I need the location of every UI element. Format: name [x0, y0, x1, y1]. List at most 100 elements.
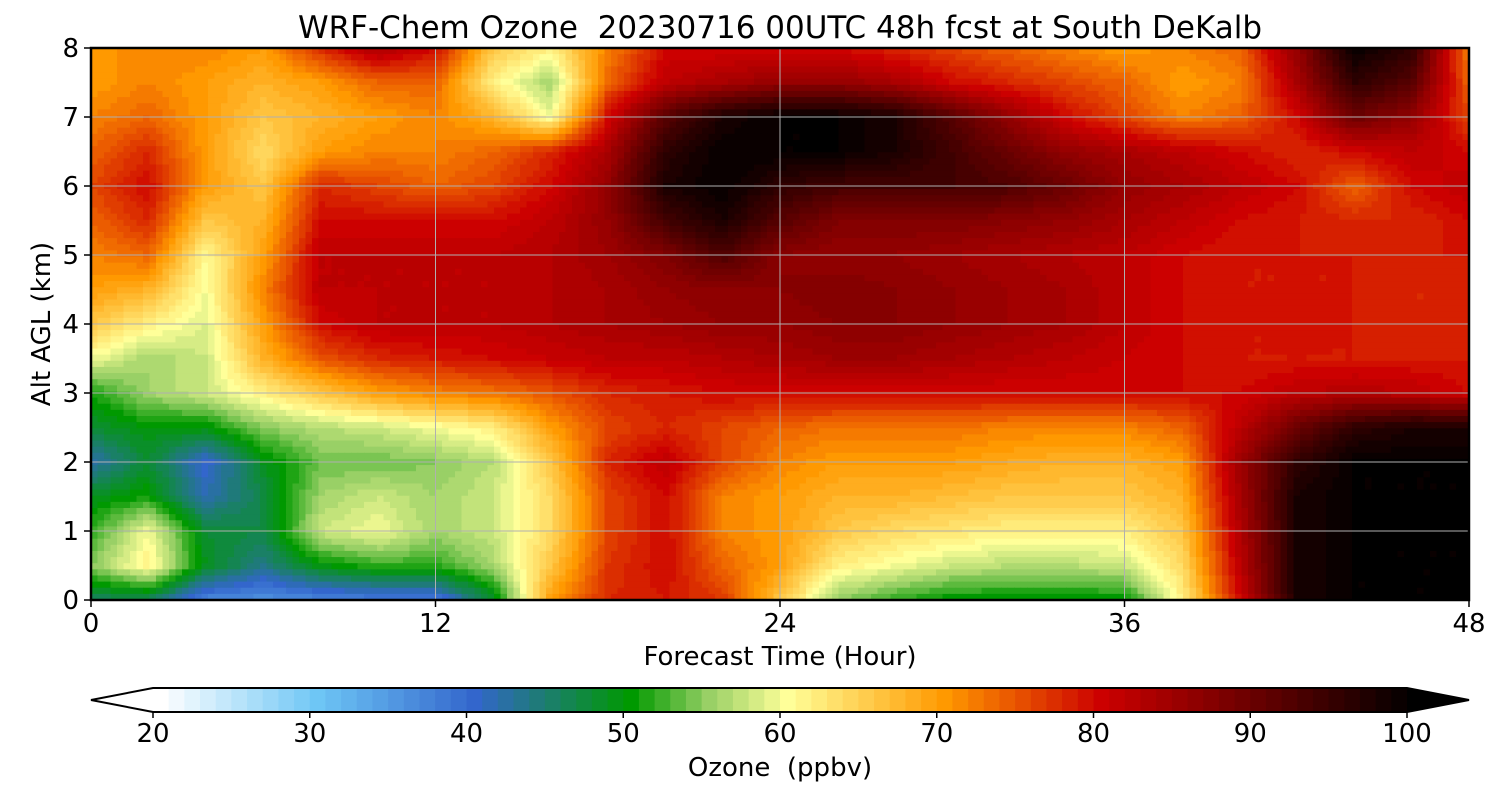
heatmap-cell — [422, 189, 430, 196]
heatmap-cell — [975, 84, 983, 92]
heatmap-cell — [864, 140, 872, 147]
heatmap-cell — [188, 60, 196, 67]
heatmap-cell — [1085, 170, 1093, 178]
heatmap-cell — [442, 164, 450, 172]
heatmap-cell — [715, 189, 723, 196]
heatmap-cell — [370, 121, 378, 129]
heatmap-cell — [110, 72, 118, 80]
heatmap-cell — [1111, 146, 1119, 153]
heatmap-cell — [182, 78, 190, 86]
heatmap-cell — [474, 60, 482, 67]
heatmap-cell — [929, 115, 937, 123]
heatmap-cell — [344, 84, 352, 92]
heatmap-cell — [1014, 158, 1022, 166]
heatmap-cell — [383, 164, 391, 172]
heatmap-cell — [637, 176, 645, 184]
heatmap-cell — [208, 48, 216, 55]
heatmap-cell — [702, 189, 710, 196]
heatmap-cell — [890, 97, 898, 104]
heatmap-cell — [929, 121, 937, 129]
heatmap-cell — [143, 170, 151, 178]
heatmap-cell — [754, 54, 762, 61]
heatmap-cell — [624, 109, 632, 117]
heatmap-cell — [1046, 54, 1054, 61]
heatmap-cell — [546, 176, 554, 184]
heatmap-cell — [624, 103, 632, 110]
heatmap-cell — [1456, 133, 1464, 141]
heatmap-cell — [429, 60, 437, 67]
heatmap-cell — [240, 164, 248, 172]
heatmap-cell — [832, 109, 840, 117]
heatmap-cell — [526, 152, 534, 159]
heatmap-cell — [110, 189, 118, 196]
heatmap-cell — [845, 152, 853, 159]
heatmap-cell — [1287, 121, 1295, 129]
heatmap-cell — [845, 158, 853, 166]
heatmap-cell — [838, 146, 846, 153]
heatmap-cell — [1007, 152, 1015, 159]
heatmap-cell — [429, 66, 437, 74]
heatmap-cell — [1189, 90, 1197, 98]
heatmap-cell — [1326, 152, 1334, 159]
heatmap-cell — [643, 109, 651, 117]
heatmap-cell — [539, 84, 547, 92]
heatmap-cell — [149, 121, 157, 129]
heatmap-cell — [1222, 54, 1230, 61]
heatmap-cell — [227, 84, 235, 92]
heatmap-cell — [773, 84, 781, 92]
heatmap-cell — [448, 103, 456, 110]
heatmap-cell — [1319, 90, 1327, 98]
heatmap-cell — [559, 84, 567, 92]
heatmap-cell — [481, 133, 489, 141]
heatmap-cell — [1293, 170, 1301, 178]
heatmap-cell — [845, 78, 853, 86]
heatmap-cell — [851, 90, 859, 98]
heatmap-cell — [91, 146, 99, 153]
heatmap-cell — [1020, 170, 1028, 178]
heatmap-cell — [468, 158, 476, 166]
heatmap-cell — [695, 115, 703, 123]
heatmap-cell — [1261, 90, 1269, 98]
heatmap-cell — [936, 90, 944, 98]
heatmap-cell — [585, 152, 593, 159]
heatmap-cell — [1287, 72, 1295, 80]
heatmap-cell — [1436, 78, 1444, 86]
heatmap-cell — [1209, 60, 1217, 67]
heatmap-cell — [871, 127, 879, 135]
heatmap-cell — [1313, 84, 1321, 92]
heatmap-cell — [1137, 115, 1145, 123]
heatmap-cell — [689, 189, 697, 196]
heatmap-cell — [1462, 140, 1469, 147]
heatmap-cell — [1287, 170, 1295, 178]
heatmap-cell — [149, 140, 157, 147]
heatmap-cell — [169, 146, 177, 153]
heatmap-cell — [1404, 90, 1412, 98]
heatmap-cell — [487, 84, 495, 92]
heatmap-cell — [1131, 72, 1139, 80]
heatmap-cell — [1111, 152, 1119, 159]
heatmap-cell — [981, 54, 989, 61]
heatmap-cell — [1118, 164, 1126, 172]
heatmap-cell — [513, 170, 521, 178]
heatmap-cell — [656, 103, 664, 110]
heatmap-cell — [97, 115, 105, 123]
heatmap-cell — [669, 133, 677, 141]
heatmap-cell — [507, 164, 515, 172]
heatmap-cell — [208, 140, 216, 147]
heatmap-cell — [143, 54, 151, 61]
heatmap-cell — [669, 140, 677, 147]
heatmap-cell — [1033, 60, 1041, 67]
heatmap-cell — [539, 54, 547, 61]
heatmap-cell — [162, 109, 170, 117]
heatmap-cell — [864, 170, 872, 178]
heatmap-cell — [1391, 127, 1399, 135]
heatmap-cell — [325, 90, 333, 98]
heatmap-cell — [1352, 84, 1360, 92]
heatmap-cell — [1085, 97, 1093, 104]
heatmap-cell — [338, 152, 346, 159]
heatmap-cell — [1235, 164, 1243, 172]
heatmap-cell — [500, 133, 508, 141]
heatmap-cell — [201, 158, 209, 166]
heatmap-cell — [546, 78, 554, 86]
heatmap-cell — [955, 140, 963, 147]
